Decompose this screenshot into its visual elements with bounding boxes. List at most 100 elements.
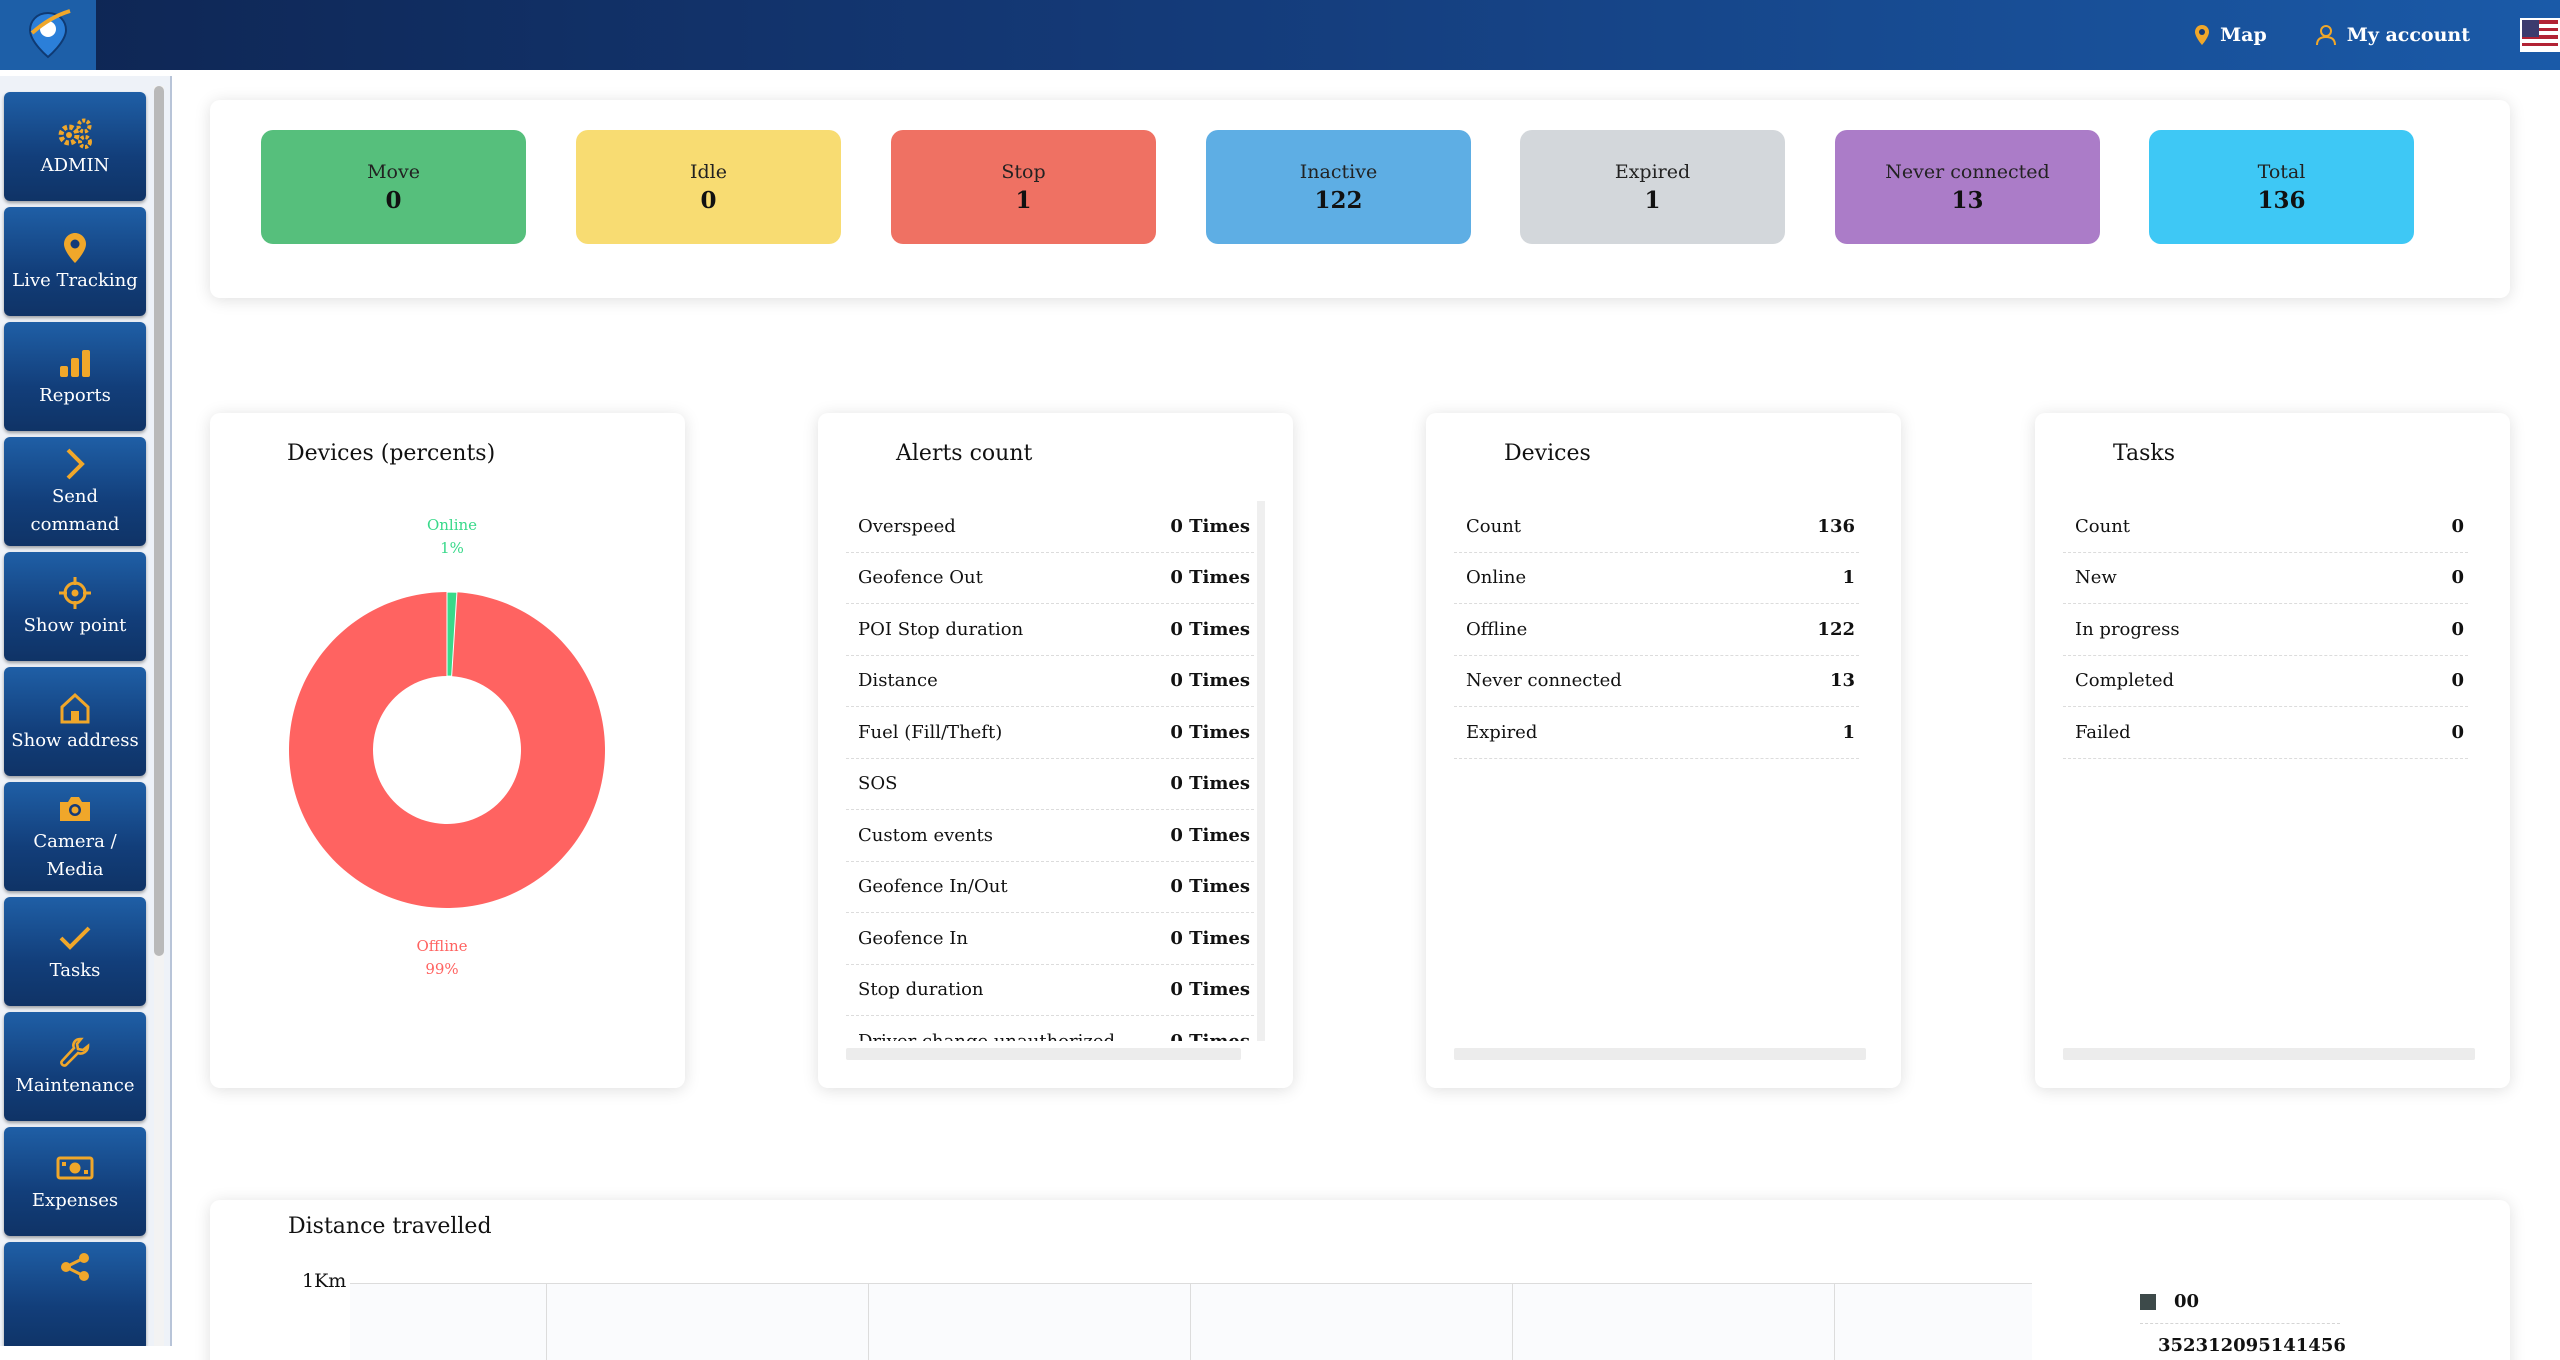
alerts-vertical-scrollbar[interactable] bbox=[1257, 501, 1265, 1041]
status-card-inactive[interactable]: Inactive 122 bbox=[1206, 130, 1471, 244]
task-row-in-progress: In progress 0 bbox=[2063, 604, 2468, 656]
donut-slice-online[interactable] bbox=[446, 591, 458, 677]
panel-title: Devices (percents) bbox=[287, 441, 496, 466]
sidebar-item-maintenance[interactable]: Maintenance bbox=[4, 1012, 146, 1121]
alert-row-distance: Distance 0 Times bbox=[846, 656, 1254, 707]
device-stat-label: Expired bbox=[1466, 721, 1538, 743]
device-stat-value: 1 bbox=[1842, 567, 1855, 589]
distance-legend: 00 352312095141456 bbox=[2140, 1280, 2346, 1360]
app-logo[interactable] bbox=[0, 0, 96, 70]
devices-list: Count 136 Online 1 Offline 122 Never connec… bbox=[1454, 501, 1859, 759]
task-stat-label: Failed bbox=[2075, 721, 2131, 743]
task-row-failed: Failed 0 bbox=[2063, 707, 2468, 759]
my-account-link[interactable]: My account bbox=[2315, 24, 2470, 46]
task-row-new: New 0 bbox=[2063, 553, 2468, 604]
camera-icon bbox=[60, 796, 90, 821]
tasks-horizontal-scrollbar[interactable] bbox=[2063, 1048, 2475, 1060]
user-icon bbox=[2315, 25, 2336, 46]
sidebar-item-show-point[interactable]: Show point bbox=[4, 552, 146, 661]
panel-title: Devices bbox=[1504, 441, 1591, 466]
donut-label-offline: Offline bbox=[416, 937, 467, 955]
sidebar-item-live-tracking[interactable]: Live Tracking bbox=[4, 207, 146, 316]
alert-label: Overspeed bbox=[858, 515, 956, 537]
status-card-never-connected[interactable]: Never connected 13 bbox=[1835, 130, 2100, 244]
alerts-horizontal-scrollbar[interactable] bbox=[846, 1048, 1241, 1060]
home-icon bbox=[60, 692, 90, 723]
tasks-list: Count 0 New 0 In progress 0 Completed 0 Fail… bbox=[2063, 501, 2468, 759]
alert-value: 0 Times bbox=[1170, 670, 1250, 692]
device-stat-label: Count bbox=[1466, 515, 1522, 537]
task-stat-label: New bbox=[2075, 567, 2117, 589]
status-card-idle[interactable]: Idle 0 bbox=[576, 130, 841, 244]
tasks-panel: Tasks Count 0 New 0 In progress 0 Completed… bbox=[2035, 413, 2510, 1088]
status-card-value: 122 bbox=[1314, 187, 1363, 214]
sidebar-item-more[interactable] bbox=[4, 1242, 146, 1346]
sidebar-item-reports[interactable]: Reports bbox=[4, 322, 146, 431]
us-flag-icon[interactable] bbox=[2520, 18, 2560, 52]
device-stat-label: Offline bbox=[1466, 618, 1528, 640]
task-stat-label: In progress bbox=[2075, 618, 2180, 640]
distance-travelled-panel: Distance travelled 1Km 00 35231209514145… bbox=[210, 1200, 2510, 1360]
grid-line bbox=[1190, 1284, 1191, 1360]
donut-pct-offline: 99% bbox=[425, 960, 458, 978]
legend-swatch bbox=[2140, 1293, 2156, 1310]
device-row-never-connected: Never connected 13 bbox=[1454, 656, 1859, 707]
status-card-stop[interactable]: Stop 1 bbox=[891, 130, 1156, 244]
device-row-expired: Expired 1 bbox=[1454, 707, 1859, 759]
sidebar-item-expenses[interactable]: Expenses bbox=[4, 1127, 146, 1236]
sidebar-item-send-command[interactable]: Send command bbox=[4, 437, 146, 546]
sidebar-item-show-address[interactable]: Show address bbox=[4, 667, 146, 776]
status-summary-panel: Move 0 Idle 0 Stop 1 Inactive 122 Expire… bbox=[210, 100, 2510, 298]
map-pin-icon bbox=[64, 232, 86, 263]
task-stat-value: 0 bbox=[2451, 618, 2464, 640]
status-card-value: 0 bbox=[700, 187, 717, 214]
grid-line bbox=[1834, 1284, 1835, 1360]
sidebar-item-label: Expenses bbox=[31, 1189, 119, 1211]
alert-row-poi-stop-duration: POI Stop duration 0 Times bbox=[846, 604, 1254, 656]
sidebar-item-admin[interactable]: ADMIN bbox=[4, 92, 146, 201]
alerts-list[interactable]: Overspeed 0 Times Geofence Out 0 Times POI… bbox=[846, 501, 1254, 1041]
alert-value: 0 Times bbox=[1170, 773, 1250, 795]
device-stat-value: 136 bbox=[1817, 515, 1855, 537]
status-card-total[interactable]: Total 136 bbox=[2149, 130, 2414, 244]
sidebar-item-label: Live Tracking bbox=[12, 269, 138, 291]
crosshair-icon bbox=[59, 576, 91, 609]
sidebar: ADMIN Live Tracking Reports Send command bbox=[0, 76, 172, 1346]
sidebar-item-camera-media[interactable]: Camera / Media bbox=[4, 782, 146, 891]
status-card-label: Never connected bbox=[1885, 161, 2050, 183]
check-icon bbox=[59, 926, 91, 950]
status-card-label: Expired bbox=[1614, 161, 1691, 183]
map-link[interactable]: Map bbox=[2194, 24, 2267, 46]
donut-slice-offline[interactable] bbox=[288, 592, 605, 908]
task-stat-value: 0 bbox=[2451, 670, 2464, 692]
devices-horizontal-scrollbar[interactable] bbox=[1454, 1048, 1866, 1060]
alert-value: 0 Times bbox=[1170, 515, 1250, 537]
wrench-icon bbox=[60, 1037, 90, 1067]
sidebar-scrollbar-thumb[interactable] bbox=[154, 86, 164, 956]
status-card-move[interactable]: Move 0 bbox=[261, 130, 526, 244]
sidebar-item-tasks[interactable]: Tasks bbox=[4, 897, 146, 1006]
sidebar-item-label: Show point bbox=[23, 614, 127, 636]
alert-value: 0 Times bbox=[1170, 824, 1250, 846]
alert-row-geofence-in: Geofence In 0 Times bbox=[846, 913, 1254, 965]
alert-value: 0 Times bbox=[1170, 876, 1250, 898]
status-card-expired[interactable]: Expired 1 bbox=[1520, 130, 1785, 244]
alert-value: 0 Times bbox=[1170, 979, 1250, 1001]
alert-value: 0 Times bbox=[1170, 618, 1250, 640]
alert-label: Fuel (Fill/Theft) bbox=[858, 721, 1003, 743]
device-stat-value: 13 bbox=[1829, 670, 1855, 692]
bar-chart-icon bbox=[60, 349, 90, 377]
status-card-label: Total bbox=[2257, 161, 2306, 183]
alert-label: POI Stop duration bbox=[858, 618, 1024, 640]
grid-line bbox=[546, 1284, 547, 1360]
legend-item[interactable]: 00 bbox=[2140, 1280, 2340, 1324]
alert-row-stop-duration: Stop duration 0 Times bbox=[846, 965, 1254, 1016]
status-card-value: 13 bbox=[1951, 187, 1984, 214]
donut-label-online: Online bbox=[427, 516, 477, 534]
task-stat-label: Completed bbox=[2075, 670, 2175, 692]
alert-label: Driver change unauthorized bbox=[858, 1031, 1115, 1041]
donut-pct-online: 1% bbox=[440, 539, 464, 557]
legend-item[interactable]: 352312095141456 bbox=[2140, 1324, 2346, 1360]
alert-row-overspeed: Overspeed 0 Times bbox=[846, 501, 1254, 553]
status-card-label: Stop bbox=[1001, 161, 1046, 183]
